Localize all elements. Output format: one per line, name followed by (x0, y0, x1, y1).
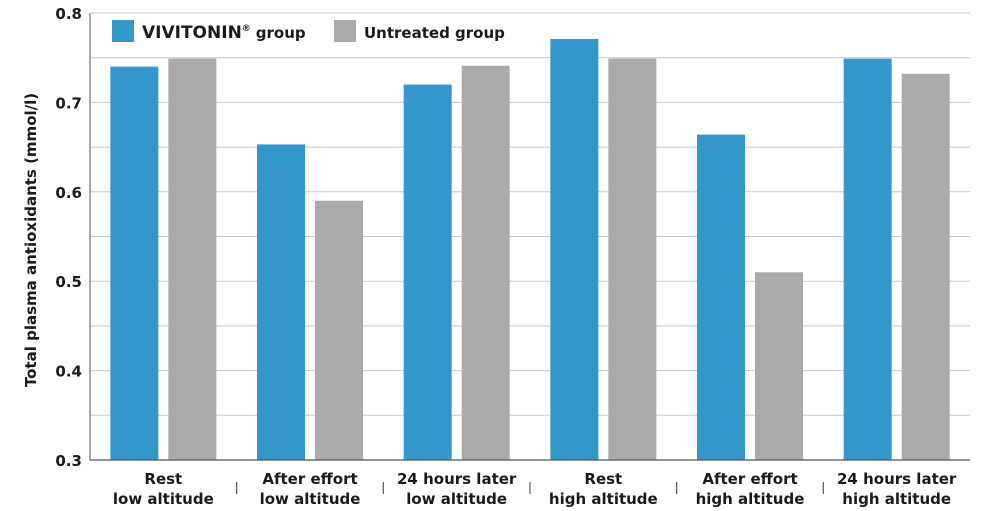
x-category-label: After effort (702, 470, 797, 488)
bar-vivitonin-0 (110, 66, 159, 460)
bar-untreated-0 (168, 58, 217, 461)
y-tick-label: 0.8 (55, 5, 82, 23)
bar-vivitonin-1 (257, 144, 305, 460)
axes (89, 13, 970, 494)
x-category-label: Rest (584, 470, 622, 488)
legend-label-untreated: Untreated group (364, 24, 505, 42)
bar-untreated-2 (461, 65, 510, 460)
y-axis-title: Total plasma antioxidants (mmol/l) (22, 93, 40, 387)
x-category-label: high altitude (549, 490, 658, 508)
legend: VIVITONIN® group Untreated group (112, 20, 505, 43)
x-category-label: 24 hours later (397, 470, 517, 488)
bar-vivitonin-2 (403, 84, 452, 461)
legend-label-vivitonin: VIVITONIN (142, 23, 242, 43)
bar-vivitonin-5 (843, 58, 892, 461)
legend-label-group: group (256, 24, 306, 42)
bar-vivitonin-3 (550, 38, 599, 461)
bar-untreated-5 (901, 73, 950, 461)
x-category-label: low altitude (406, 490, 507, 508)
x-category-label: low altitude (113, 490, 214, 508)
y-tick-label: 0.3 (55, 452, 82, 470)
bar-untreated-1 (315, 200, 363, 461)
x-category-labels: Rest low altitude After effort low altitude… (113, 470, 957, 508)
y-tick-labels: 0.3 0.4 0.5 0.6 0.7 0.8 (55, 5, 82, 470)
bar-untreated-4 (755, 272, 803, 460)
y-tick-label: 0.4 (55, 363, 82, 381)
bars (110, 38, 950, 461)
x-category-label: high altitude (696, 490, 805, 508)
bar-untreated-3 (608, 58, 657, 461)
bar-vivitonin-4 (697, 134, 745, 461)
svg-text:VIVITONIN®group: VIVITONIN® group (142, 23, 306, 43)
x-category-label: low altitude (260, 490, 361, 508)
legend-swatch-untreated (334, 20, 356, 42)
y-tick-label: 0.7 (55, 94, 82, 112)
y-tick-label: 0.6 (55, 184, 82, 202)
legend-swatch-vivitonin (112, 20, 134, 42)
x-category-label: 24 hours later (837, 470, 957, 488)
x-category-label: high altitude (842, 490, 951, 508)
gridlines (90, 12, 970, 461)
x-category-label: Rest (144, 470, 182, 488)
legend-registered-mark: ® (242, 24, 251, 34)
x-category-label: After effort (262, 470, 357, 488)
y-tick-label: 0.5 (55, 273, 82, 291)
